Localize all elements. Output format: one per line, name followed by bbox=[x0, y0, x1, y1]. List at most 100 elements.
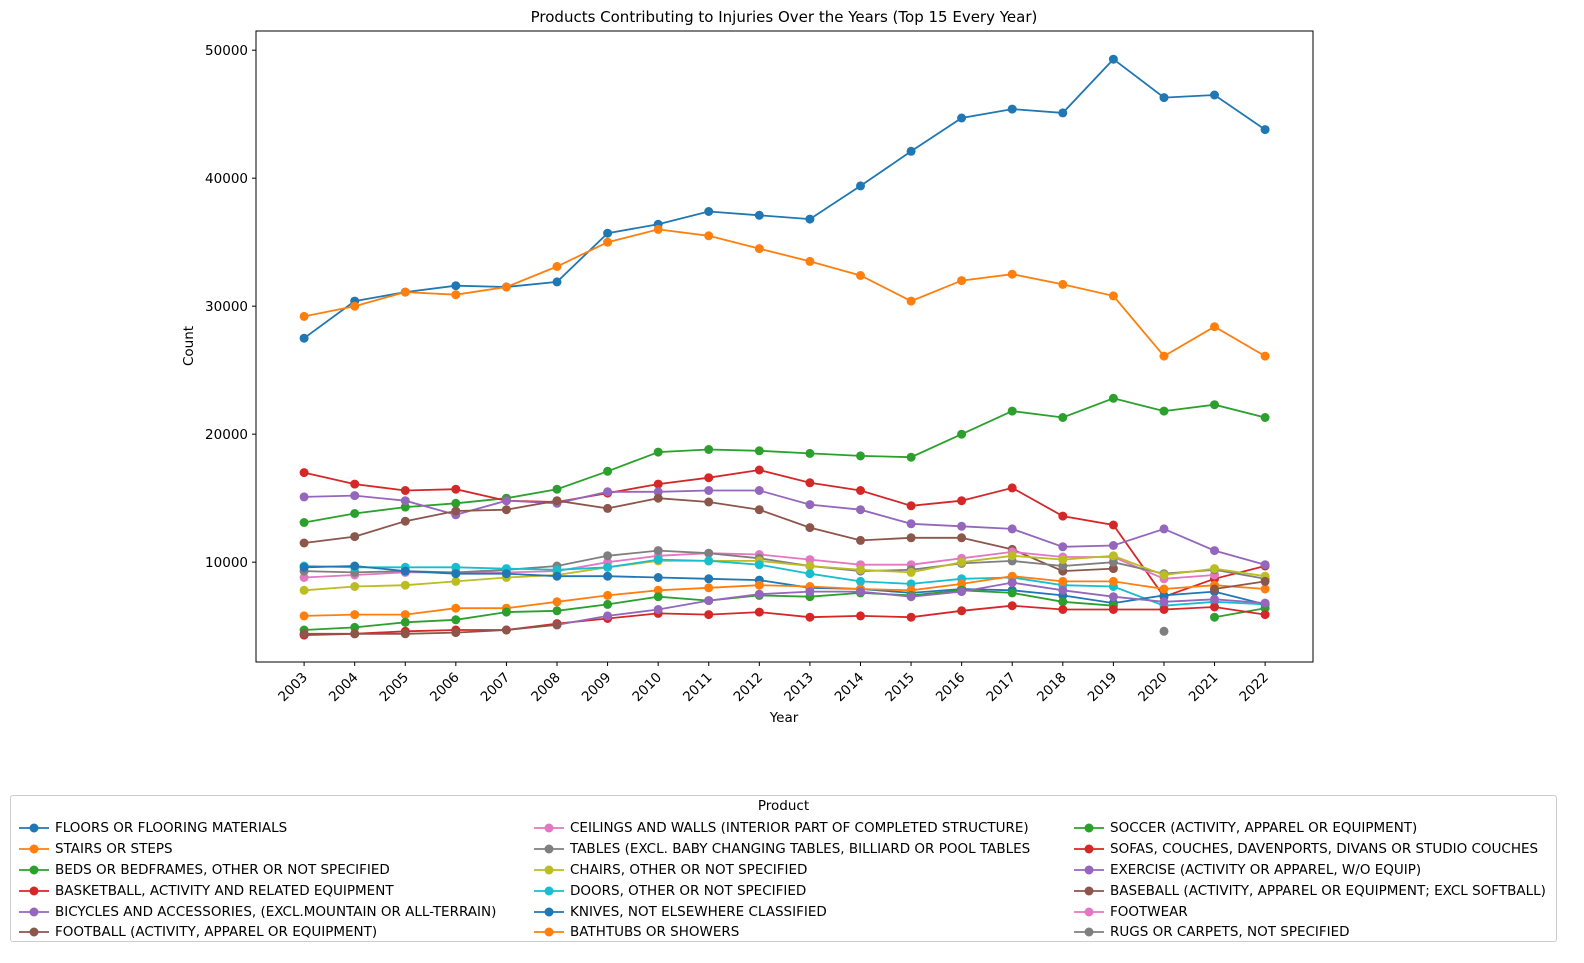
legend-swatch bbox=[1074, 907, 1104, 917]
data-point bbox=[1159, 626, 1169, 636]
series-line bbox=[303, 469, 1266, 598]
data-point bbox=[400, 629, 410, 639]
data-point bbox=[603, 487, 613, 497]
legend-entry: BASEBALL (ACTIVITY, APPAREL OR EQUIPMENT… bbox=[1072, 880, 1552, 901]
data-point bbox=[704, 596, 714, 606]
data-point bbox=[754, 560, 764, 570]
x-tick-label: 2022 bbox=[1236, 670, 1272, 706]
legend-label: STAIRS OR STEPS bbox=[55, 841, 173, 858]
data-point bbox=[957, 606, 967, 616]
legend-label: EXERCISE (ACTIVITY OR APPAREL, W/O EQUIP… bbox=[1110, 861, 1422, 878]
legend-swatch bbox=[534, 844, 564, 854]
data-point bbox=[451, 281, 461, 291]
data-point bbox=[856, 181, 865, 191]
y-tick-label: 40000 bbox=[205, 171, 248, 187]
data-point bbox=[350, 301, 360, 311]
data-point bbox=[1260, 610, 1270, 620]
data-point bbox=[754, 505, 764, 515]
data-point bbox=[1159, 605, 1169, 614]
data-point bbox=[400, 496, 410, 506]
x-tick-label: 2019 bbox=[1085, 670, 1121, 706]
legend-label: FOOTBALL (ACTIVITY, APPAREL OR EQUIPMENT… bbox=[55, 924, 378, 941]
data-point bbox=[805, 214, 815, 224]
data-point bbox=[704, 231, 714, 241]
series-4 bbox=[299, 465, 1270, 602]
data-point bbox=[1058, 561, 1068, 571]
series-12 bbox=[299, 571, 1270, 621]
data-point bbox=[603, 228, 613, 238]
data-point bbox=[957, 579, 967, 589]
series-line bbox=[303, 57, 1266, 339]
x-tick-label: 2017 bbox=[983, 670, 1019, 706]
data-point bbox=[451, 569, 461, 579]
x-tick-label: 2007 bbox=[478, 670, 514, 706]
data-point bbox=[1058, 413, 1068, 422]
data-point bbox=[552, 277, 562, 287]
data-point bbox=[1159, 93, 1169, 103]
legend-swatch bbox=[1074, 823, 1104, 833]
data-point bbox=[400, 617, 410, 627]
data-point bbox=[350, 610, 360, 620]
legend-label: SOFAS, COUCHES, DAVENPORTS, DIVANS OR ST… bbox=[1110, 841, 1539, 858]
y-axis: 10000 20000 30000 40000 50000 bbox=[205, 43, 256, 571]
data-point bbox=[805, 561, 815, 571]
data-point bbox=[1058, 108, 1068, 118]
data-point bbox=[603, 551, 613, 561]
data-point bbox=[552, 606, 562, 616]
data-point bbox=[653, 585, 663, 595]
data-point bbox=[653, 487, 663, 497]
series-16 bbox=[299, 576, 1270, 639]
data-point bbox=[451, 484, 461, 494]
data-point bbox=[400, 516, 410, 526]
legend-swatch bbox=[19, 927, 49, 937]
legend-entry: CHAIRS, OTHER OR NOT SPECIFIED bbox=[532, 860, 1072, 881]
data-point bbox=[1159, 590, 1169, 600]
data-point bbox=[1260, 351, 1270, 361]
legend-swatch bbox=[534, 865, 564, 875]
data-point bbox=[906, 146, 916, 156]
x-tick-label: 2005 bbox=[376, 670, 412, 706]
data-point bbox=[1007, 601, 1017, 611]
data-point bbox=[1159, 524, 1169, 534]
legend-label: RUGS OR CARPETS, NOT SPECIFIED bbox=[1110, 924, 1350, 941]
data-point bbox=[299, 562, 309, 572]
data-point bbox=[1007, 551, 1017, 561]
legend-swatch bbox=[19, 865, 49, 875]
data-point bbox=[653, 493, 663, 503]
data-point bbox=[653, 605, 663, 614]
legend-entry: STAIRS OR STEPS bbox=[17, 839, 532, 860]
legend-swatch bbox=[534, 907, 564, 917]
x-tick-label: 2015 bbox=[882, 670, 918, 706]
series-line bbox=[304, 565, 1266, 606]
series-line bbox=[304, 489, 1266, 566]
legend-entry: BATHTUBS OR SHOWERS bbox=[532, 922, 1072, 943]
x-tick-label: 2006 bbox=[427, 670, 463, 706]
data-point bbox=[805, 256, 815, 266]
data-point bbox=[350, 491, 360, 501]
legend-label: CEILINGS AND WALLS (INTERIOR PART OF COM… bbox=[570, 820, 1029, 837]
data-point bbox=[1260, 598, 1270, 608]
y-tick-label: 50000 bbox=[205, 43, 248, 59]
data-point bbox=[805, 612, 815, 622]
data-point bbox=[501, 607, 511, 617]
data-point bbox=[1108, 576, 1118, 586]
x-tick-label: 2003 bbox=[275, 670, 311, 706]
data-point bbox=[451, 562, 461, 572]
legend-entry: FOOTWEAR bbox=[1072, 901, 1552, 922]
data-point bbox=[350, 582, 360, 591]
legend-swatch bbox=[534, 886, 564, 896]
data-point bbox=[350, 622, 360, 632]
data-point bbox=[805, 478, 815, 488]
data-point bbox=[805, 448, 815, 458]
legend-label: SOCCER (ACTIVITY, APPAREL OR EQUIPMENT) bbox=[1110, 820, 1418, 837]
data-point bbox=[957, 557, 967, 567]
data-point bbox=[1159, 406, 1169, 416]
data-point bbox=[957, 113, 967, 123]
legend-entry: BASKETBALL, ACTIVITY AND RELATED EQUIPME… bbox=[17, 880, 532, 901]
data-point bbox=[1210, 322, 1219, 332]
data-point bbox=[1210, 564, 1219, 574]
series-line bbox=[304, 575, 1266, 617]
data-point bbox=[704, 610, 714, 620]
data-point bbox=[856, 535, 865, 545]
data-point bbox=[754, 580, 764, 590]
